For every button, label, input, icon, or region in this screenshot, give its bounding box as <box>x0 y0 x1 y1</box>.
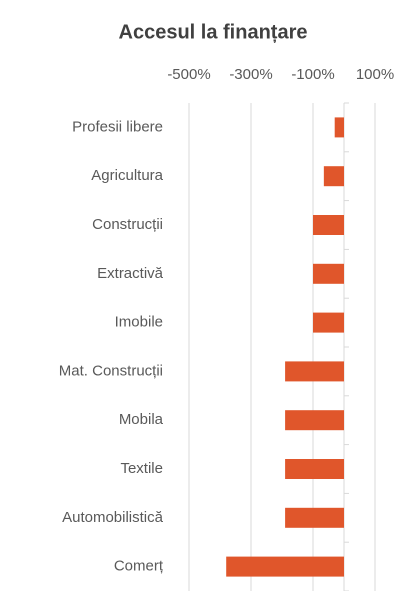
y-tick-label: Agricultura <box>91 167 163 184</box>
bar <box>313 312 344 333</box>
x-tick-label: -300% <box>229 66 272 83</box>
y-tick-label: Mobila <box>119 411 164 428</box>
y-tick-label: Automobilistică <box>62 509 164 526</box>
bar <box>313 263 344 284</box>
chart-title: Accesul la finanțare <box>119 21 308 43</box>
y-tick-label: Construcții <box>92 216 163 233</box>
x-tick-label: -500% <box>167 66 210 83</box>
bar <box>226 556 344 577</box>
bar <box>313 215 344 235</box>
y-tick-label: Imobile <box>115 314 163 331</box>
bar <box>334 117 344 138</box>
x-tick-label: 100% <box>356 66 394 83</box>
bar <box>285 361 344 382</box>
y-tick-label: Textile <box>120 460 163 477</box>
y-tick-label: Comerț <box>114 558 164 575</box>
y-tick-label: Profesii libere <box>72 118 163 135</box>
y-tick-label: Extractivă <box>97 265 164 282</box>
bar <box>323 166 344 187</box>
y-tick-label: Mat. Construcții <box>59 362 163 379</box>
bar <box>285 507 344 528</box>
x-tick-label: -100% <box>291 66 334 83</box>
bar <box>285 410 344 431</box>
bar <box>285 459 344 479</box>
